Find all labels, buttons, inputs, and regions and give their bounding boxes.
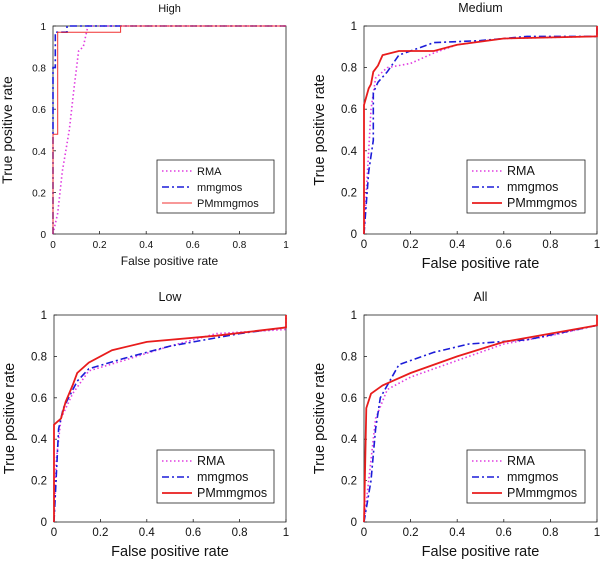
legend: RMA mmgmos PMmmgmos [466,449,586,504]
x-axis-label: False positive rate [111,544,229,559]
roc-panel-high: High 0 0.2 0.4 0.6 0.8 1 0 0.2 0.4 0.6 0.8 1 False po… [0,3,289,268]
series-line-pmmmgmos [52,25,286,234]
y-tick-label: 0.6 [341,104,357,116]
legend-box [156,449,275,504]
roc-panel-medium: Medium 0 0.2 0.4 0.6 0.8 1 0 0.2 0.4 0.6 0.8 1 False … [312,1,600,272]
series-line-mmgmos [53,326,287,523]
x-tick-label: 0 [51,527,57,539]
axes-box [53,314,287,523]
x-tick-label: 0.6 [186,240,200,251]
y-tick-label: 0.4 [31,434,48,446]
legend-box [156,159,275,214]
legend: RMA mmgmos PMmmgmos [156,449,275,504]
y-tick-label: 0.6 [341,393,357,405]
x-tick-label: 0 [50,240,56,251]
panel-title: All [474,290,488,304]
y-tick-label: 0.4 [341,146,358,158]
x-tick-label: 0.2 [92,527,108,539]
y-tick-label: 1 [41,310,47,322]
x-tick-label: 1 [594,527,600,539]
legend: RMA mmgmos PMmmgmos [466,159,586,214]
y-axis-label: True positive rate [312,74,328,185]
roc-panel-low: Low 0 0.2 0.4 0.6 0.8 1 0 0.2 0.4 0.6 0.8 1 False pos… [2,290,289,560]
legend-label: PMmmgmos [197,198,259,210]
y-tick-label: 0 [40,230,46,241]
y-tick-label: 0.4 [32,147,46,158]
legend-box [466,449,586,504]
y-tick-label: 0.8 [341,351,357,363]
legend-label: PMmmgmos [197,486,267,500]
y-tick-label: 0.8 [341,63,357,75]
x-tick-label: 0 [361,527,367,539]
x-tick-label: 0.4 [449,239,466,251]
y-tick-label: 0.4 [341,434,358,446]
legend-label: mmgmos [197,182,243,194]
x-tick-label: 0.6 [185,527,201,539]
y-tick-label: 0.6 [32,105,46,116]
x-axis-label: False positive rate [422,544,540,559]
series-line-pmmmgmos [53,315,287,522]
series-line-rma [53,315,287,523]
panel-title: High [158,3,181,15]
legend: RMA mmgmos PMmmgmos [156,159,275,214]
y-axis-label: True positive rate [0,76,15,184]
y-tick-label: 0.6 [31,393,47,405]
x-tick-label: 0.2 [403,239,419,251]
y-tick-label: 0.2 [341,187,357,199]
y-tick-label: 0 [41,517,47,529]
axes-box [363,314,598,523]
x-tick-label: 1 [283,527,289,539]
y-tick-label: 0.2 [31,476,47,488]
x-tick-label: 0.8 [542,527,558,539]
panel-title: Low [159,290,183,304]
legend-label: RMA [507,454,535,468]
legend-label: PMmmgmos [507,196,577,210]
y-axis-label: True positive rate [312,363,328,474]
x-axis-label: False positive rate [422,256,540,272]
panel-title: Medium [458,1,502,15]
y-tick-label: 0.8 [31,351,47,363]
legend-label: RMA [197,454,225,468]
x-tick-label: 0.4 [139,527,156,539]
y-tick-label: 0.2 [341,476,357,488]
x-tick-label: 0 [361,239,367,251]
x-tick-label: 0.8 [232,527,248,539]
y-tick-label: 0.8 [32,64,46,75]
x-tick-label: 1 [594,239,600,251]
roc-panel-all: All 0 0.2 0.4 0.6 0.8 1 0 0.2 0.4 0.6 0.8 1 False pos… [312,290,600,560]
x-tick-label: 0.2 [93,240,107,251]
legend-box [466,159,586,214]
x-axis-label: False positive rate [121,254,219,268]
x-tick-label: 0.4 [139,240,153,251]
series-line-mmgmos [52,25,286,234]
y-tick-label: 1 [351,21,357,33]
x-tick-label: 0.8 [542,239,558,251]
legend-label: mmgmos [197,470,248,484]
x-tick-label: 0.6 [496,239,512,251]
x-tick-label: 0.8 [232,240,246,251]
y-tick-label: 0 [351,229,357,241]
y-tick-label: 0 [351,517,357,529]
legend-label: RMA [507,164,535,178]
y-tick-label: 1 [40,22,46,33]
legend-label: RMA [197,166,222,178]
series-line-pmmmgmos [363,26,598,234]
series-line-rma [52,25,286,235]
x-tick-label: 0.4 [449,527,466,539]
legend-label: PMmmgmos [507,486,577,500]
series-line-pmmmgmos [363,315,598,523]
y-tick-label: 0.2 [32,188,46,199]
legend-label: mmgmos [507,470,558,484]
x-tick-label: 0.2 [403,527,419,539]
y-tick-label: 1 [351,310,357,322]
legend-label: mmgmos [507,180,558,194]
x-tick-label: 1 [283,240,289,251]
x-tick-label: 0.6 [496,527,512,539]
y-axis-label: True positive rate [2,363,18,474]
